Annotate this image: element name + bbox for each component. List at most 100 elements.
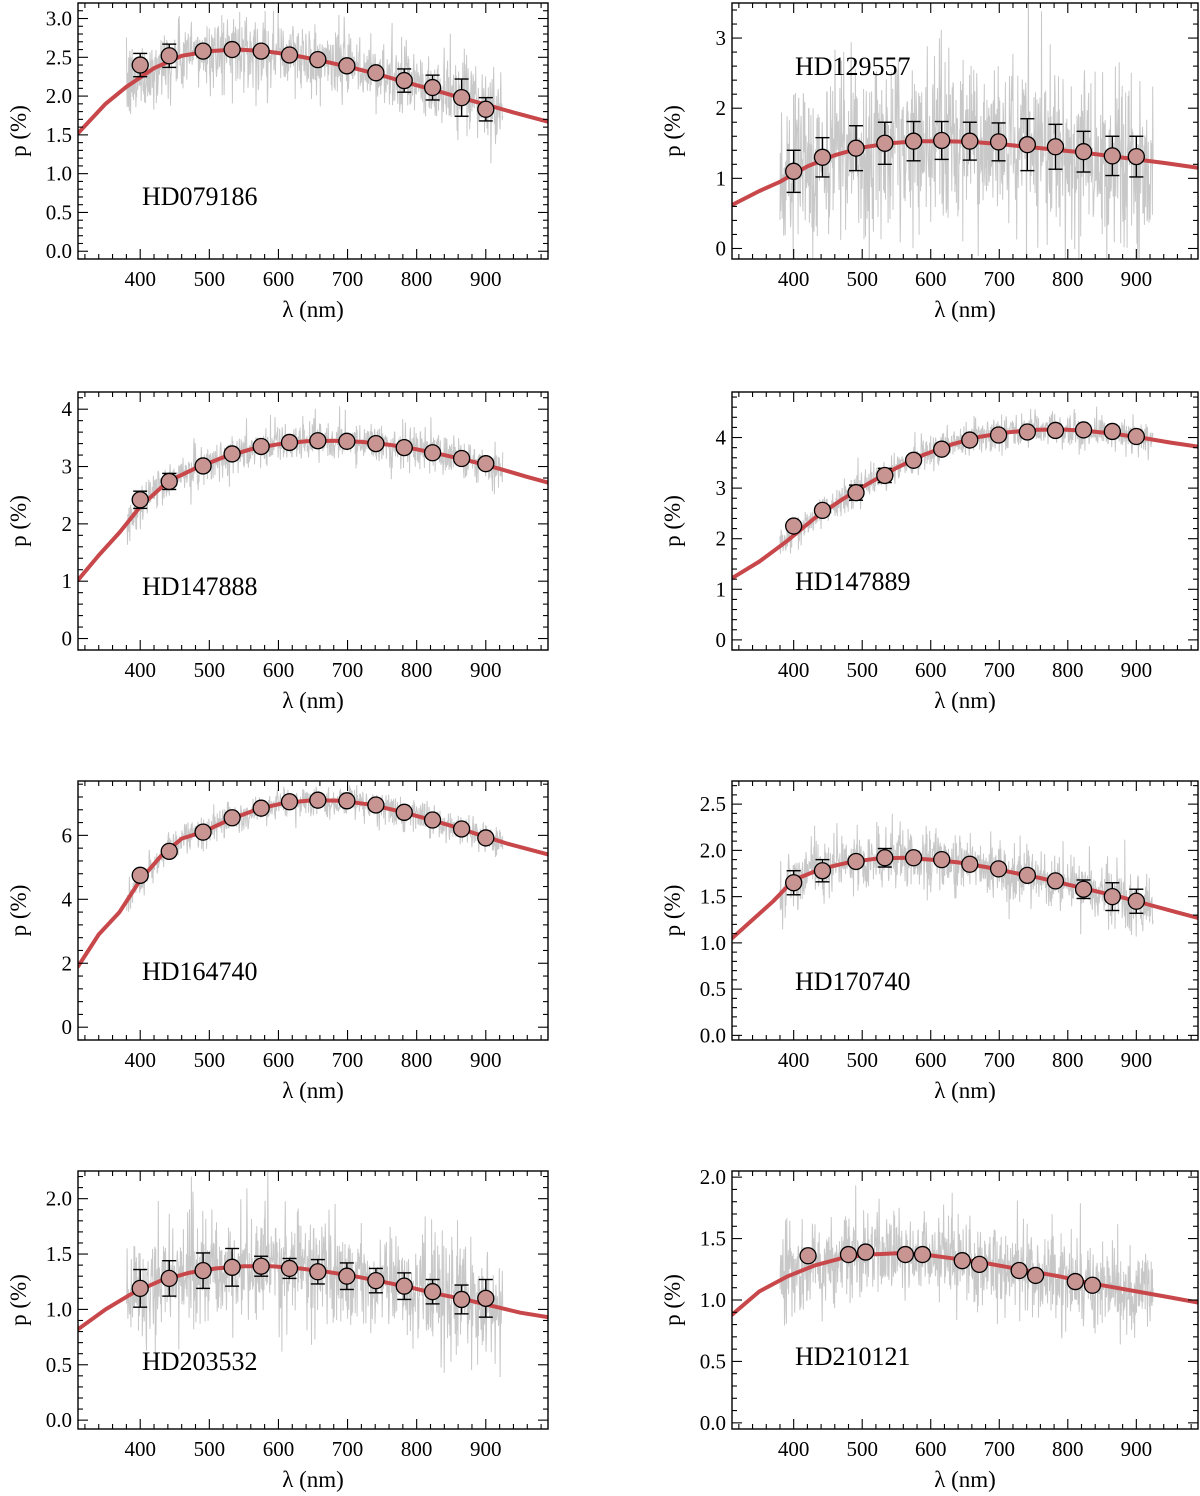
data-point [367, 64, 385, 82]
y-tick-label: 3 [716, 26, 727, 50]
data-point [338, 792, 356, 810]
y-tick-label: 2.0 [700, 838, 726, 862]
axes-frame [77, 391, 549, 651]
data-point [813, 501, 832, 520]
data-point [1103, 422, 1121, 441]
y-tick-label: 0.5 [700, 1349, 726, 1373]
data-point [338, 432, 356, 450]
data-point [1010, 1261, 1028, 1280]
y-tick-label: 2.5 [700, 792, 726, 816]
data-point [280, 46, 299, 64]
model-curve [78, 798, 548, 969]
y-axis-title: p (%) [6, 105, 31, 157]
data-point [395, 803, 413, 821]
data-point [309, 432, 327, 450]
y-axis-title: p (%) [6, 885, 31, 937]
data-point [847, 139, 865, 157]
x-tick-label: 500 [194, 1048, 226, 1072]
x-tick-label: 400 [124, 1048, 156, 1072]
data-point [367, 1271, 385, 1290]
x-tick-label: 700 [984, 658, 1016, 682]
x-tick-label: 700 [984, 1048, 1016, 1072]
data-point [1127, 147, 1145, 166]
y-tick-label: 0.5 [46, 1353, 72, 1377]
y-tick-label: 0 [716, 236, 727, 260]
data-point [338, 1267, 356, 1285]
x-tick-label: 800 [401, 267, 433, 291]
x-tick-label: 700 [332, 1048, 364, 1072]
axes-frame [731, 391, 1199, 651]
x-tick-label: 600 [915, 1048, 947, 1072]
x-tick-label: 400 [124, 267, 156, 291]
x-axis-title: λ (nm) [282, 1467, 344, 1492]
data-point [423, 811, 442, 829]
data-point [367, 434, 385, 453]
x-tick-label: 400 [124, 658, 156, 682]
axes-frame [731, 2, 1199, 260]
data-point [1083, 1276, 1102, 1294]
y-axis-title: p (%) [660, 105, 685, 157]
data-point [194, 1262, 212, 1280]
y-tick-label: 1 [716, 577, 727, 601]
data-point [252, 42, 270, 60]
y-tick-label: 2 [716, 527, 727, 551]
y-axis-title: p (%) [660, 1274, 685, 1326]
y-tick-label: 0.5 [46, 200, 72, 224]
y-tick-label: 2.0 [700, 1165, 726, 1189]
x-axis-title: λ (nm) [282, 688, 344, 713]
data-point [252, 799, 270, 817]
data-point [913, 1245, 932, 1264]
data-point [131, 56, 149, 74]
data-point [933, 440, 951, 458]
y-axis-title: p (%) [6, 1274, 31, 1326]
data-point [1103, 147, 1121, 165]
y-tick-label: 2 [62, 512, 73, 536]
x-axis-title: λ (nm) [934, 297, 996, 322]
x-tick-label: 900 [470, 267, 502, 291]
y-axis-title: p (%) [660, 495, 685, 547]
x-tick-label: 400 [778, 1437, 810, 1461]
data-point [847, 484, 865, 502]
panel-hd147889: 400 500 600 700 800 900 0 1 2 3 4 λ (nm) p (%) HD1478… [660, 391, 1199, 713]
data-point [423, 444, 442, 462]
spectrum-noise [779, 813, 1154, 937]
data-point [160, 842, 178, 860]
data-point [452, 88, 471, 107]
x-tick-label: 700 [332, 1437, 364, 1461]
y-tick-label: 1.5 [46, 1242, 72, 1266]
data-point [813, 862, 832, 880]
star-name-label: HD164740 [142, 957, 258, 986]
data-point [309, 791, 327, 809]
star-name-label: HD147889 [795, 567, 911, 596]
y-tick-label: 1.0 [46, 162, 72, 186]
data-point [131, 491, 149, 509]
y-tick-label: 1.0 [46, 1297, 72, 1321]
data-point [160, 1269, 178, 1288]
data-point [452, 820, 471, 838]
spectrum-noise [125, 6, 504, 164]
y-tick-label: 0.0 [700, 1023, 726, 1047]
panel-hd129557: 400 500 600 700 800 900 0 1 2 3 λ (nm) p (%) HD12955… [660, 2, 1199, 322]
axes-frame [77, 780, 549, 1041]
data-point [223, 445, 241, 463]
data-point [813, 148, 832, 166]
x-tick-label: 400 [124, 1437, 156, 1461]
spectrum-noise [779, 406, 1154, 554]
data-point [904, 849, 923, 867]
x-tick-label: 800 [1052, 1048, 1084, 1072]
data-point [252, 1257, 270, 1275]
star-name-label: HD147888 [142, 572, 258, 601]
x-tick-label: 900 [470, 1048, 502, 1072]
x-tick-label: 900 [1121, 658, 1153, 682]
x-tick-label: 500 [846, 1048, 878, 1072]
star-name-label: HD129557 [795, 52, 911, 81]
axes-frame [731, 1170, 1199, 1430]
x-tick-label: 500 [846, 1437, 878, 1461]
plot-area [732, 1185, 1198, 1345]
x-axis-title: λ (nm) [934, 688, 996, 713]
data-point [1074, 880, 1093, 898]
x-axis-title: λ (nm) [282, 1078, 344, 1103]
data-point [280, 1259, 299, 1278]
x-tick-label: 900 [470, 658, 502, 682]
x-tick-label: 500 [194, 658, 226, 682]
